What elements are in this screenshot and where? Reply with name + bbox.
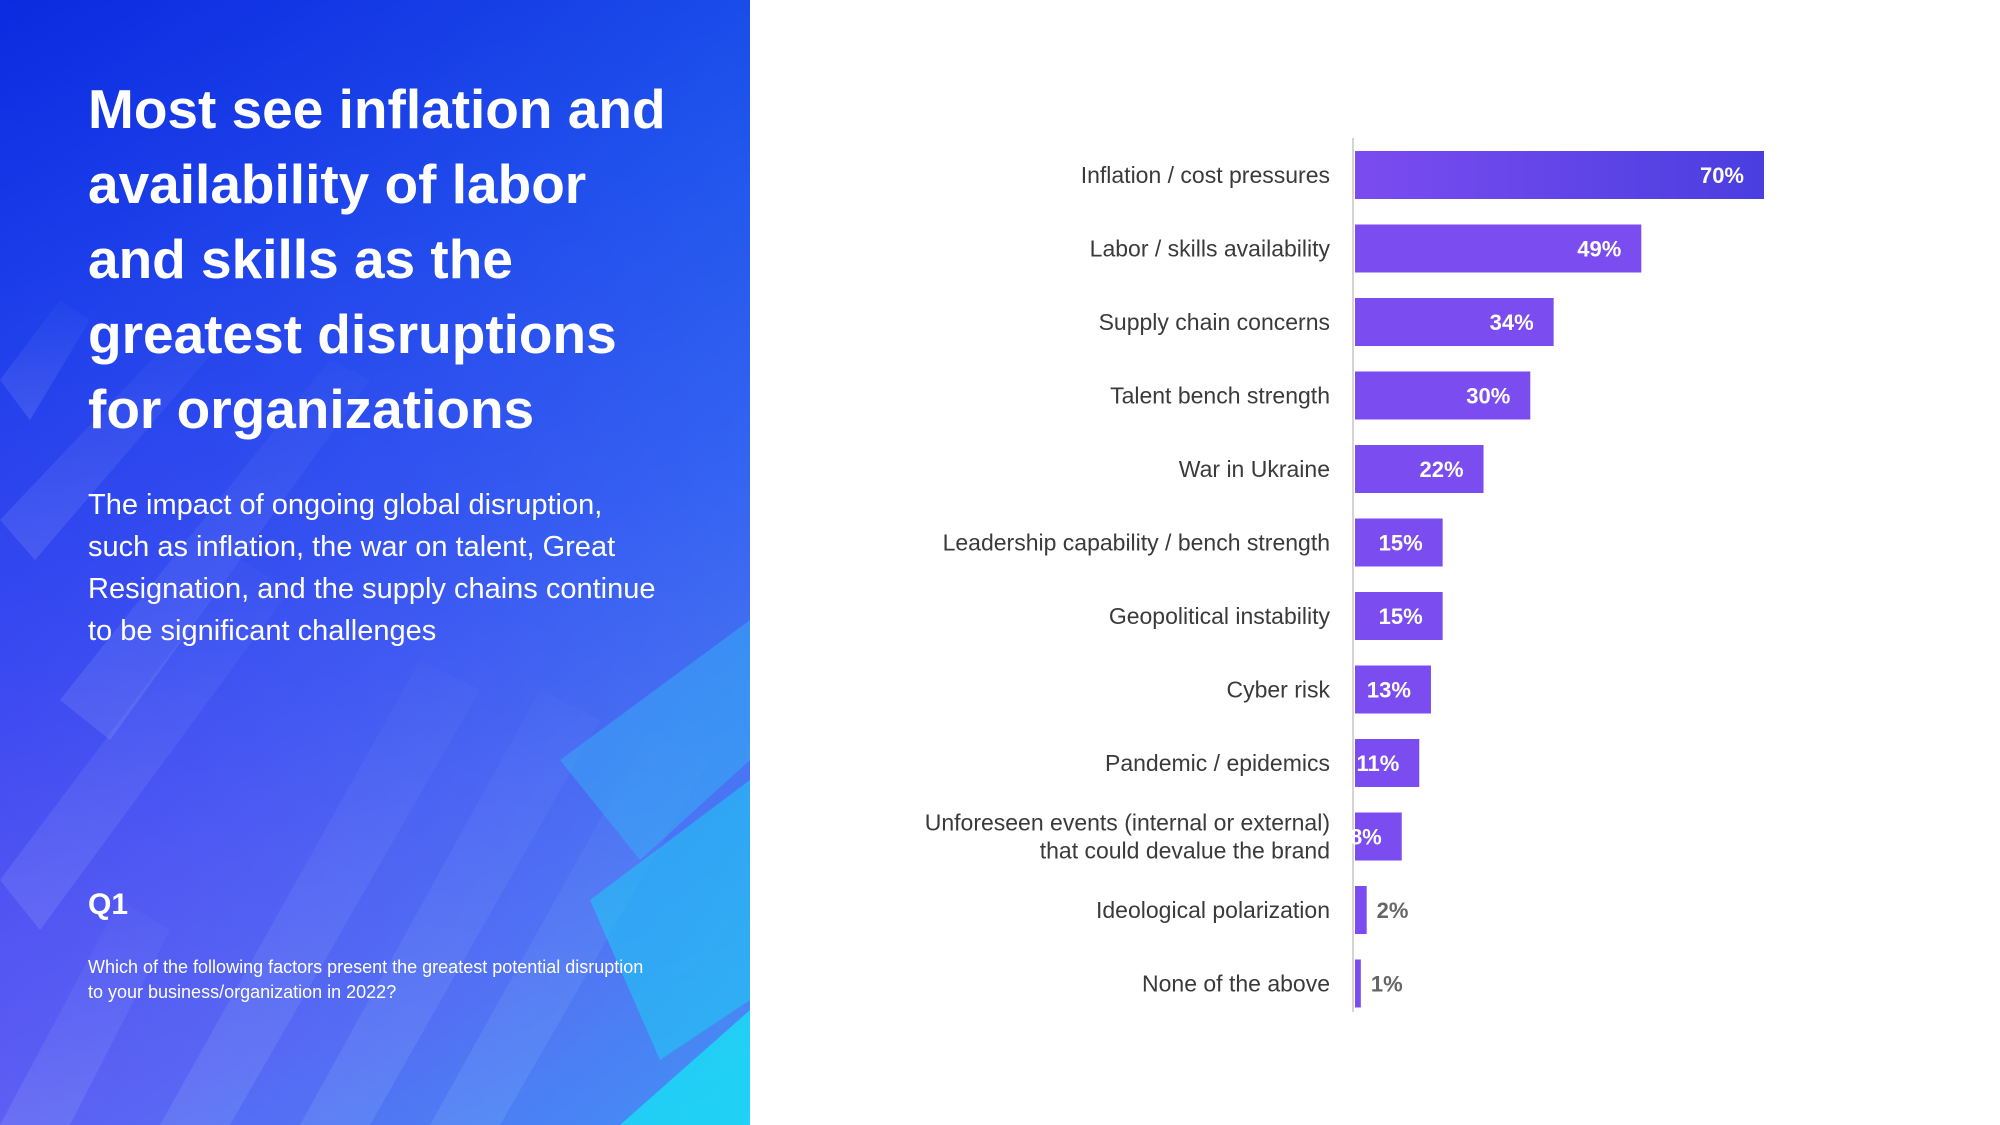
value-label: 1% xyxy=(1371,972,1403,997)
bar xyxy=(1355,298,1554,346)
category-label: War in Ukraine xyxy=(1179,456,1330,482)
value-label: 70% xyxy=(1700,163,1744,188)
bar xyxy=(1355,886,1367,934)
bar xyxy=(1355,151,1764,199)
category-label: Geopolitical instability xyxy=(1109,603,1331,629)
category-label: Ideological polarization xyxy=(1096,897,1330,923)
value-label: 13% xyxy=(1367,678,1411,703)
value-label: 34% xyxy=(1490,310,1534,335)
abstract-background-graphic xyxy=(0,0,750,1125)
category-label: Cyber risk xyxy=(1226,677,1330,703)
category-label: Unforeseen events (internal or external)… xyxy=(925,810,1330,864)
bar xyxy=(1355,665,1431,714)
value-label: 49% xyxy=(1577,237,1621,262)
category-label: Talent bench strength xyxy=(1110,383,1330,409)
value-label: 11% xyxy=(1356,751,1399,776)
bar xyxy=(1355,518,1443,567)
value-label: 30% xyxy=(1466,384,1510,409)
bar xyxy=(1355,812,1402,861)
question-label: Q1 xyxy=(88,888,129,921)
value-label: 15% xyxy=(1379,531,1423,556)
category-label: Leadership capability / bench strength xyxy=(943,530,1330,556)
value-label: 8% xyxy=(1350,825,1382,850)
bar xyxy=(1355,739,1420,787)
bar xyxy=(1355,592,1443,640)
value-label: 15% xyxy=(1379,604,1423,629)
value-label: 22% xyxy=(1419,457,1463,482)
left-panel: Most see inflation and availability of l… xyxy=(0,0,750,1125)
value-label: 2% xyxy=(1377,898,1409,923)
category-label: Inflation / cost pressures xyxy=(1081,162,1330,188)
category-label: Pandemic / epidemics xyxy=(1105,750,1330,776)
bar xyxy=(1355,371,1531,420)
category-label: None of the above xyxy=(1142,971,1330,997)
page-subtitle: The impact of ongoing global disruption,… xyxy=(88,489,656,647)
page-title: Most see inflation and availability of l… xyxy=(88,78,666,440)
bar xyxy=(1355,224,1642,273)
question-text: Which of the following factors present t… xyxy=(88,957,644,1002)
bar xyxy=(1355,445,1484,493)
category-label: Labor / skills availability xyxy=(1090,236,1331,262)
category-label: Supply chain concerns xyxy=(1099,309,1330,335)
bar xyxy=(1355,959,1361,1008)
